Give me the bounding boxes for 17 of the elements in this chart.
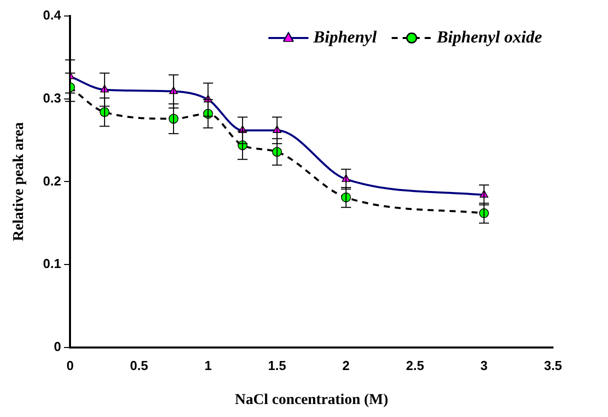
y-tick-label: 0.4 [42,8,62,23]
y-tick-label: 0.2 [42,173,62,188]
y-tick-label: 0.3 [42,90,62,106]
x-tick-label: 3 [480,358,488,373]
x-tick-label: 0 [66,358,74,373]
x-tick-label: 1 [204,358,212,373]
x-tick-label: 0.5 [130,358,148,373]
x-tick-label: 2 [342,358,350,373]
legend-label: Biphenyl [312,27,377,46]
y-tick-label: 0.1 [42,256,62,272]
x-tick-label: 1.5 [268,358,286,373]
x-axis-title: NaCl concentration (M) [234,392,388,408]
y-axis-title: Relative peak area [10,122,27,242]
y-tick-label: 0 [54,338,62,354]
x-tick-label: 2.5 [406,358,424,373]
legend-label: Biphenyl oxide [436,27,542,46]
x-tick-label: 3.5 [544,358,562,373]
